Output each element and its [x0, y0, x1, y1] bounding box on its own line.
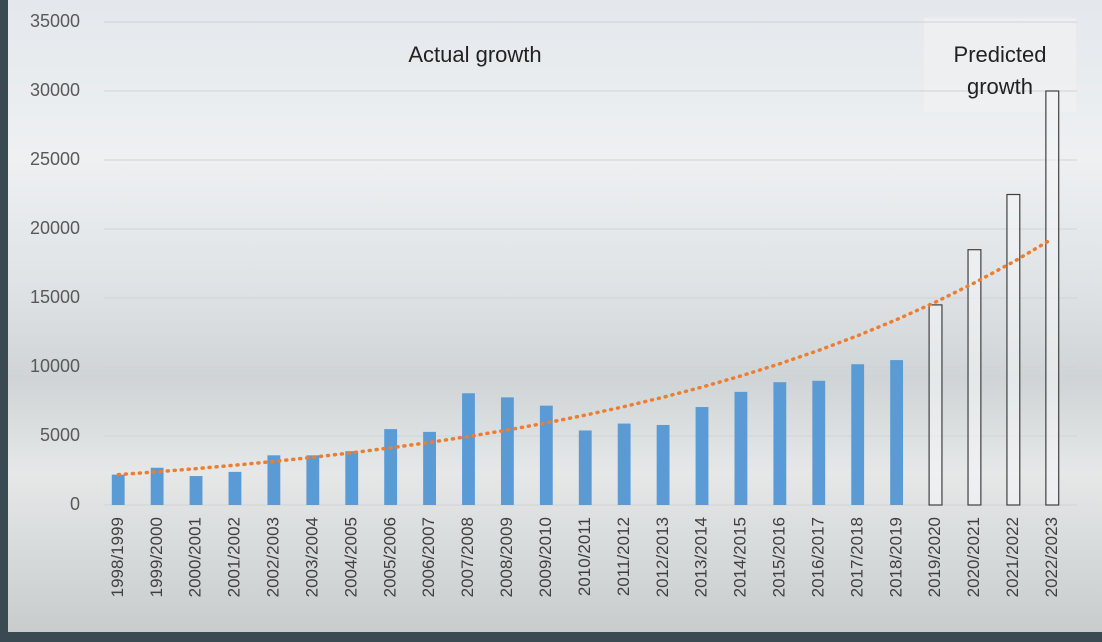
- bar: [735, 392, 748, 505]
- x-tick-label: 2007/2008: [458, 517, 477, 597]
- bar: [618, 424, 631, 505]
- bar: [812, 381, 825, 505]
- bar: [773, 382, 786, 505]
- x-tick-label: 2000/2001: [186, 517, 205, 597]
- bar: [190, 476, 203, 505]
- annotation-line: growth: [967, 74, 1033, 99]
- bar: [540, 406, 553, 505]
- x-tick-label: 2003/2004: [302, 517, 321, 597]
- x-tick-label: 2021/2022: [1003, 517, 1022, 597]
- bar: [929, 305, 942, 505]
- x-tick-label: 2020/2021: [964, 517, 983, 597]
- x-tick-label: 1999/2000: [147, 517, 166, 597]
- bar: [345, 451, 358, 505]
- y-tick-label: 15000: [30, 287, 80, 307]
- bar: [229, 472, 242, 505]
- x-tick-label: 2008/2009: [497, 517, 516, 597]
- y-tick-label: 0: [70, 494, 80, 514]
- bar: [1046, 91, 1059, 505]
- bar: [462, 393, 475, 505]
- bar: [890, 360, 903, 505]
- x-tick-label: 2015/2016: [770, 517, 789, 597]
- bar: [851, 364, 864, 505]
- x-tick-label: 2012/2013: [653, 517, 672, 597]
- bar: [696, 407, 709, 505]
- bar: [968, 250, 981, 505]
- y-tick-label: 10000: [30, 356, 80, 376]
- bar: [501, 397, 514, 505]
- x-tick-label: 2005/2006: [380, 517, 399, 597]
- bar: [579, 430, 592, 505]
- bar: [112, 475, 125, 505]
- x-tick-label: 2001/2002: [225, 517, 244, 597]
- bar: [306, 455, 319, 505]
- x-tick-label: 2017/2018: [847, 517, 866, 597]
- y-tick-label: 25000: [30, 149, 80, 169]
- y-tick-label: 5000: [40, 425, 80, 445]
- x-tick-label: 2010/2011: [575, 517, 594, 596]
- x-tick-label: 2009/2010: [536, 517, 555, 597]
- x-tick-label: 2014/2015: [731, 517, 750, 597]
- chart: Actual growth 0 5000 10000 15000 20000 25000 3…: [0, 0, 1102, 642]
- x-tick-label: 1998/1999: [108, 517, 127, 597]
- page: Actual growth 0 5000 10000 15000 20000 25000 3…: [0, 0, 1102, 642]
- x-tick-label: 2004/2005: [341, 517, 360, 597]
- x-tick-label: 2022/2023: [1042, 517, 1061, 597]
- bar: [384, 429, 397, 505]
- x-tick-label: 2013/2014: [692, 517, 711, 597]
- annotation-line: Predicted: [954, 42, 1047, 67]
- x-tick-label: 2016/2017: [808, 517, 827, 597]
- y-tick-label: 20000: [30, 218, 80, 238]
- x-tick-label: 2006/2007: [419, 517, 438, 597]
- y-tick-label: 35000: [30, 11, 80, 31]
- y-tick-label: 30000: [30, 80, 80, 100]
- x-tick-label: 2011/2012: [614, 517, 633, 596]
- bar: [1007, 195, 1020, 506]
- x-tick-label: 2018/2019: [886, 517, 905, 597]
- x-tick-label: 2019/2020: [925, 517, 944, 597]
- annotation: Actual growth: [408, 42, 541, 67]
- bar: [657, 425, 670, 505]
- x-tick-label: 2002/2003: [264, 517, 283, 597]
